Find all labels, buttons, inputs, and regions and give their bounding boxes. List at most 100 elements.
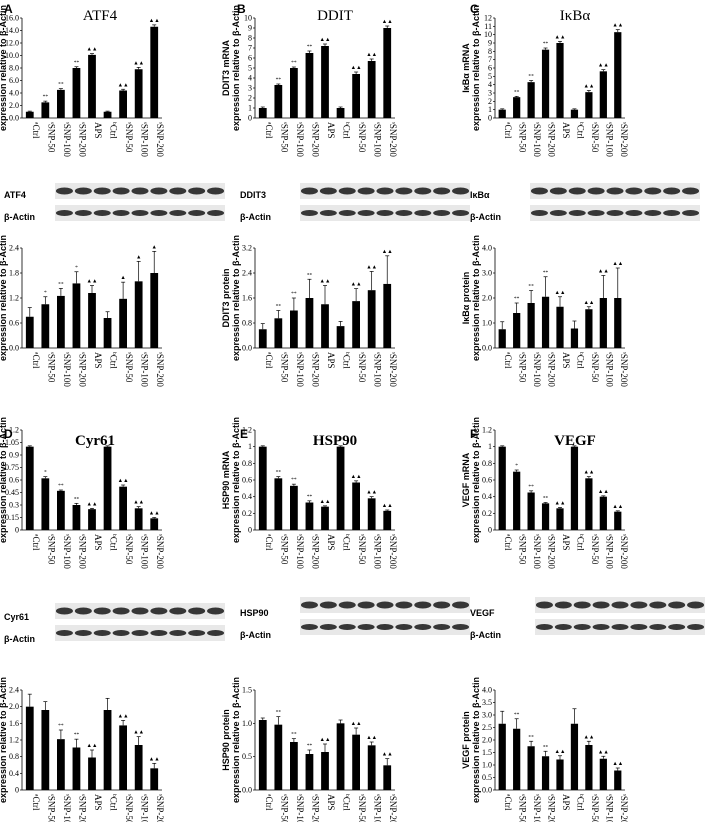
significance-label: **	[291, 732, 297, 738]
x-tick-label: ˢSNP-50	[46, 794, 56, 822]
blot-row-label: β-Actin	[470, 630, 501, 640]
x-tick-label: ᵃCtrl	[503, 352, 513, 369]
blot-band	[663, 210, 681, 216]
chart-B-1: B DDIT DDIT3 mRNA expression relative to β-…	[221, 2, 398, 157]
bar	[41, 478, 50, 530]
bar	[150, 26, 159, 118]
significance-label: ▲▲	[382, 249, 393, 255]
blot-band	[414, 624, 432, 630]
blot-band	[93, 607, 111, 615]
x-tick-label: APS	[326, 122, 336, 139]
significance-label: **	[291, 477, 297, 483]
bar	[57, 295, 65, 348]
y-tick-label: 3.5	[482, 698, 492, 707]
significance-label: ▲▲	[598, 269, 609, 275]
y-tick-label: 1.8	[9, 269, 19, 278]
blot-band	[682, 187, 700, 195]
blot-band	[414, 187, 432, 195]
significance-label: **	[74, 732, 80, 738]
y-tick-label: 0.0	[242, 786, 252, 795]
x-tick-label: ᵃCtrl	[264, 794, 274, 811]
x-tick-label: ˢSNP-50	[357, 794, 367, 822]
x-tick-label: ˢSNP-200	[310, 794, 320, 822]
blot-band	[169, 187, 187, 195]
significance-label: **	[528, 284, 534, 290]
y-tick-label: 11	[484, 22, 492, 31]
significance-label: ▲	[120, 275, 125, 281]
blot-band	[649, 601, 667, 609]
blot-band	[112, 607, 130, 615]
y-axis-label: VEGF mRNA	[461, 452, 471, 507]
blot-band	[207, 210, 225, 216]
y-axis-label: HSP90 protein	[221, 709, 231, 771]
blot-band	[319, 187, 337, 195]
y-axis-label: IκBα protein	[461, 272, 471, 325]
blot-band	[188, 630, 206, 636]
x-tick-label: ˢSNP-50	[46, 122, 56, 153]
x-tick-label: APS	[326, 534, 336, 551]
significance-label: ▲▲	[382, 503, 393, 509]
blot-band	[300, 187, 318, 195]
x-tick-label: ˢSNP-100	[295, 352, 305, 387]
y-axis-label: expression relative to β-Actin	[471, 5, 481, 131]
significance-label: ▲▲	[612, 504, 623, 510]
blot-band	[530, 210, 548, 216]
y-tick-label: 2.0	[9, 101, 19, 110]
x-tick-label: APS	[93, 122, 103, 139]
blot-band	[687, 624, 705, 630]
blot-band	[131, 210, 149, 216]
bar	[41, 102, 50, 118]
bar	[498, 446, 506, 530]
blot-band	[376, 187, 394, 195]
x-tick-label: ˢSNP-100	[62, 352, 72, 387]
bar	[290, 68, 298, 118]
blot-band	[112, 210, 130, 216]
y-tick-label: 1.0	[482, 761, 492, 770]
x-tick-label: ᵇCtrl	[109, 352, 119, 369]
y-tick-label: 0	[248, 526, 252, 535]
x-tick-label: ˢSNP-200	[310, 534, 320, 569]
significance-label: ▲▲	[382, 19, 393, 25]
blot-band	[131, 187, 149, 195]
blot-band	[625, 187, 643, 195]
blot-band	[207, 607, 225, 615]
significance-label: ▲▲	[555, 290, 566, 296]
blot-band	[573, 624, 591, 630]
blot-band	[644, 210, 662, 216]
chart-B-4: DDIT3 protein expression relative to β-Ac…	[221, 235, 398, 387]
x-tick-label: ᵇCtrl	[575, 352, 585, 369]
y-tick-label: 4.0	[482, 244, 492, 253]
y-tick-label: 1.2	[9, 736, 19, 745]
significance-label: ▲▲	[351, 474, 362, 480]
blot-row-label: β-Actin	[4, 634, 35, 644]
chart-E-7: E HSP90 HSP90 mRNA expression relative to β…	[221, 417, 398, 569]
x-tick-label: ˢSNP-200	[547, 534, 557, 569]
y-tick-label: 2.4	[9, 244, 19, 253]
y-tick-label: 1.6	[9, 719, 19, 728]
bar	[134, 69, 143, 118]
y-tick-label: 2.4	[9, 686, 19, 695]
y-tick-label: 0.2	[482, 509, 492, 518]
x-tick-label: ᵇCtrl	[342, 534, 352, 551]
blot-band	[433, 187, 451, 195]
x-tick-label: ˢSNP-50	[124, 352, 134, 383]
chart-title: VEGF	[554, 433, 596, 449]
bar	[585, 92, 593, 118]
blot-band	[376, 601, 394, 609]
blot-band	[357, 601, 375, 609]
panel-letter: E	[240, 427, 248, 441]
blot-band	[74, 607, 92, 615]
blot-band	[606, 210, 624, 216]
y-tick-label: 0.3	[9, 501, 19, 510]
panel-letter: B	[237, 2, 246, 16]
y-tick-label: 0.2	[242, 509, 252, 518]
bar	[25, 316, 34, 348]
blot-band	[338, 601, 356, 609]
blot-band	[433, 210, 451, 216]
y-tick-label: 0.5	[482, 773, 492, 782]
blot-band	[452, 624, 470, 630]
significance-label: ▲▲	[351, 721, 362, 727]
significance-label: **	[276, 77, 282, 83]
y-tick-label: 0	[15, 786, 19, 795]
bar	[88, 54, 96, 118]
